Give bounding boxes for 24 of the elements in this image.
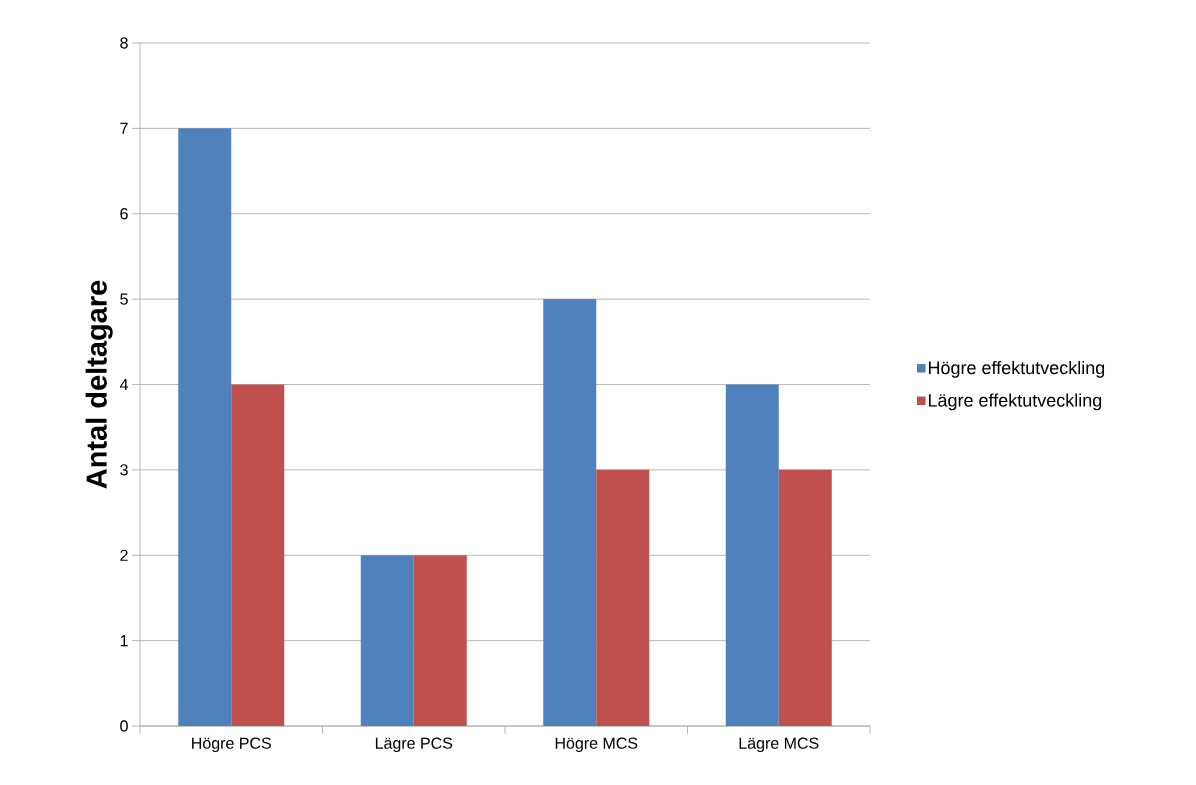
y-tick-label: 1	[120, 635, 128, 647]
x-tick-label: Lägre PCS	[375, 737, 453, 753]
bar	[178, 128, 232, 726]
legend-label: Högre effektutveckling	[928, 360, 1105, 378]
bar	[543, 299, 597, 726]
y-tick-label: 4	[119, 378, 129, 390]
x-tick-label: Högre PCS	[192, 737, 271, 753]
y-tick-label: 8	[120, 37, 128, 49]
y-tick-label: 2	[120, 549, 128, 561]
bar	[360, 555, 414, 726]
x-tick-label: Högre MCS	[555, 737, 638, 753]
x-tick-label: Lägre MCS	[739, 737, 819, 753]
y-tick-label: 6	[120, 208, 128, 220]
bar	[725, 384, 779, 726]
bar	[778, 469, 832, 726]
bar	[413, 555, 467, 726]
y-tick-label: 0	[120, 720, 128, 732]
bar	[231, 384, 285, 726]
bar	[596, 469, 650, 726]
legend-label: Lägre effektutveckling	[928, 393, 1102, 411]
y-tick-label: 5	[120, 293, 128, 305]
y-tick-label: 3	[120, 464, 128, 476]
y-axis-title: Antal deltagare	[85, 280, 113, 489]
y-tick-label: 7	[120, 122, 128, 134]
